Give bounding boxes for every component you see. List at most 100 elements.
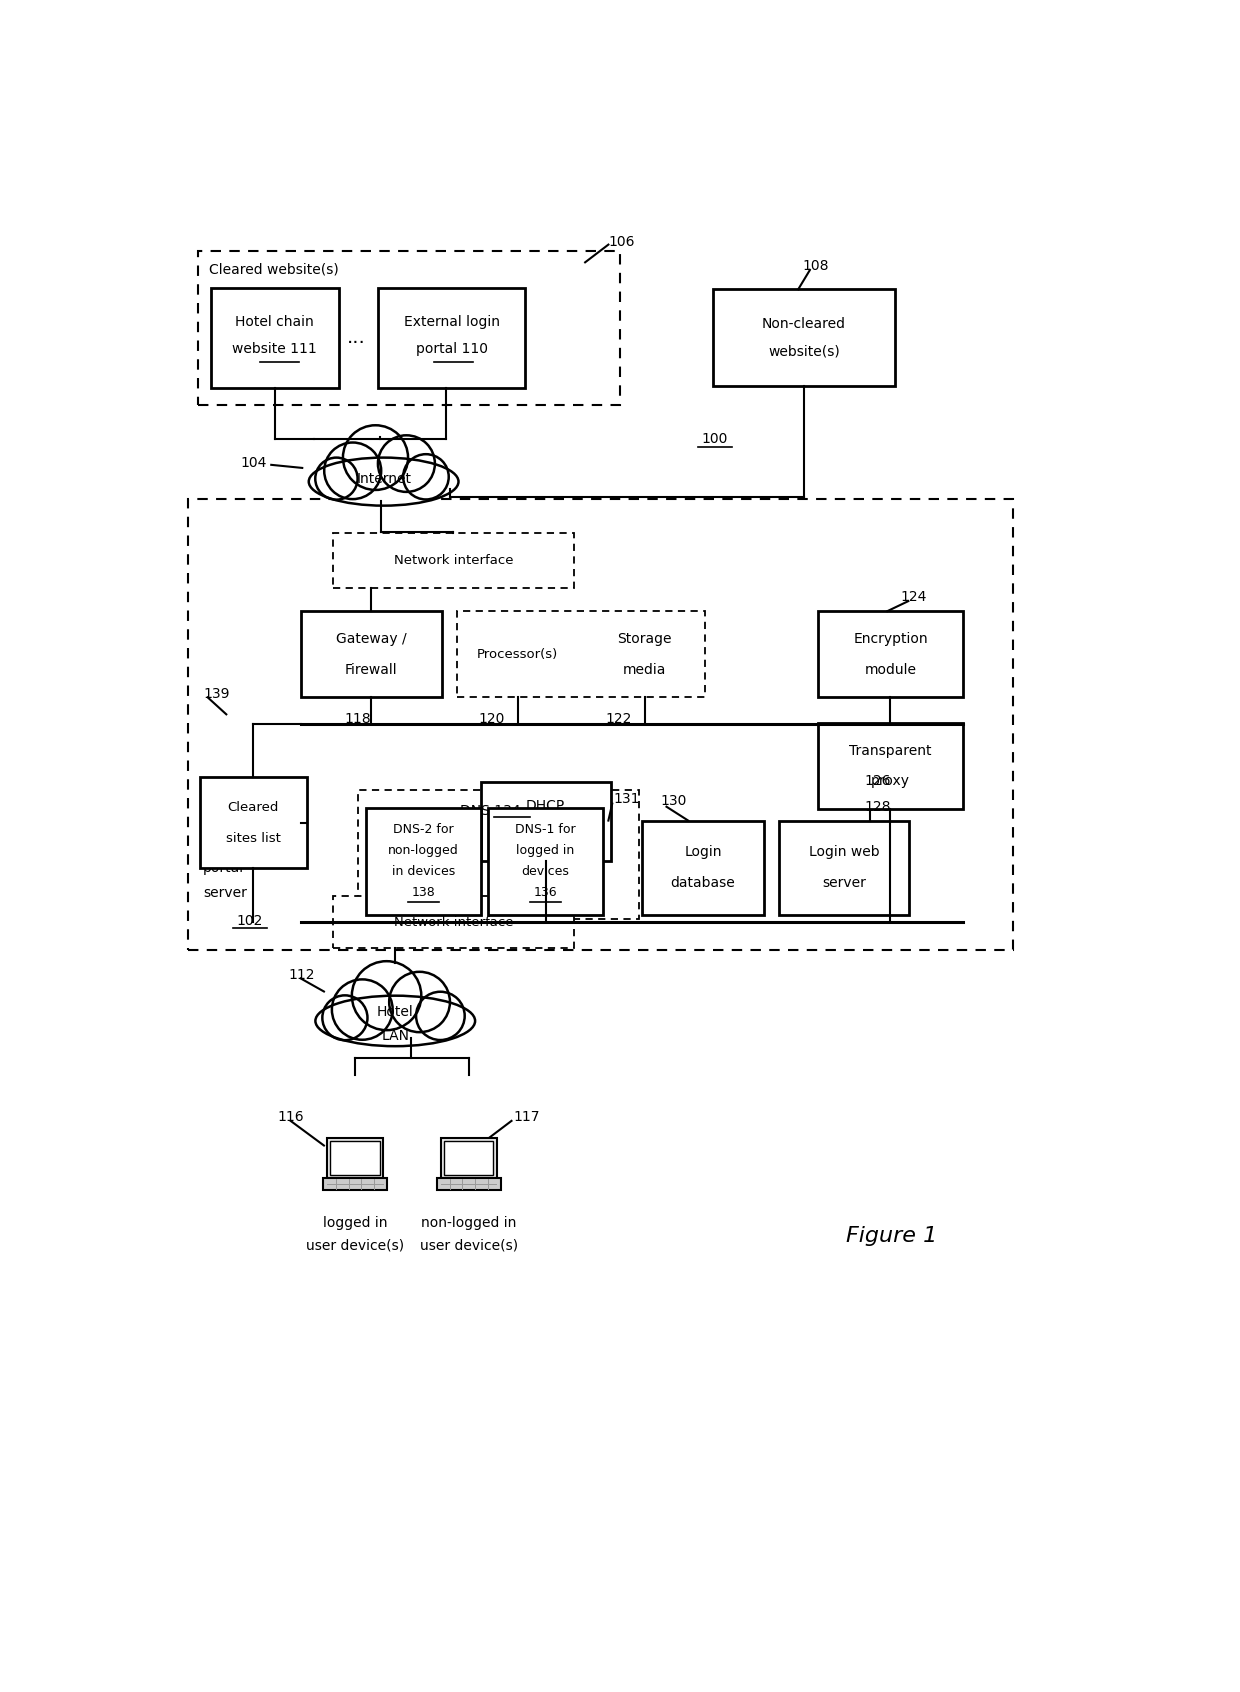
Text: DHCP: DHCP <box>526 799 565 812</box>
FancyBboxPatch shape <box>334 533 573 589</box>
Circle shape <box>378 435 435 492</box>
FancyBboxPatch shape <box>481 782 611 861</box>
Circle shape <box>352 961 422 1030</box>
Text: Cleared website(s): Cleared website(s) <box>210 262 339 276</box>
Text: Firewall: Firewall <box>345 663 398 677</box>
Ellipse shape <box>309 457 459 506</box>
FancyBboxPatch shape <box>436 1178 501 1189</box>
Circle shape <box>389 971 450 1032</box>
Text: Figure 1: Figure 1 <box>846 1227 937 1247</box>
FancyBboxPatch shape <box>187 499 1013 949</box>
Text: Captive: Captive <box>203 836 257 851</box>
Text: portal 110: portal 110 <box>415 342 487 357</box>
Text: 126: 126 <box>864 773 890 787</box>
Circle shape <box>322 995 367 1041</box>
FancyBboxPatch shape <box>489 809 603 914</box>
Text: 118: 118 <box>345 712 371 726</box>
Text: 117: 117 <box>513 1110 539 1123</box>
Text: database: database <box>671 876 735 890</box>
FancyBboxPatch shape <box>197 250 620 404</box>
Text: 124: 124 <box>900 591 928 604</box>
Text: user device(s): user device(s) <box>420 1239 518 1252</box>
Text: server: server <box>822 876 866 890</box>
Circle shape <box>315 457 357 499</box>
Circle shape <box>403 453 449 499</box>
Text: Transparent: Transparent <box>849 743 931 758</box>
Text: DNS-2 for: DNS-2 for <box>393 824 454 836</box>
Text: 104: 104 <box>241 455 267 469</box>
Text: server: server <box>523 829 568 844</box>
Text: Encryption: Encryption <box>853 631 928 646</box>
Text: Gateway /: Gateway / <box>336 631 407 646</box>
Text: External login: External login <box>404 315 500 330</box>
Text: Processor(s): Processor(s) <box>477 648 558 662</box>
FancyBboxPatch shape <box>817 611 963 697</box>
Text: LAN: LAN <box>381 1029 409 1044</box>
FancyBboxPatch shape <box>211 288 339 387</box>
Text: devices: devices <box>522 865 569 878</box>
FancyBboxPatch shape <box>458 611 706 697</box>
Text: logged in: logged in <box>322 1215 387 1230</box>
FancyBboxPatch shape <box>358 790 639 919</box>
Circle shape <box>417 992 465 1041</box>
FancyBboxPatch shape <box>713 289 895 386</box>
FancyBboxPatch shape <box>327 1139 383 1178</box>
Text: proxy: proxy <box>870 775 910 788</box>
Text: Storage: Storage <box>618 631 672 646</box>
Circle shape <box>324 443 381 499</box>
Text: Hotel: Hotel <box>377 1005 414 1019</box>
Text: portal: portal <box>203 861 244 875</box>
Text: Login: Login <box>684 844 722 860</box>
Text: 131: 131 <box>614 792 640 805</box>
FancyBboxPatch shape <box>441 1139 497 1178</box>
Text: Network interface: Network interface <box>393 553 513 567</box>
FancyBboxPatch shape <box>642 821 764 914</box>
Text: DNS-1 for: DNS-1 for <box>516 824 575 836</box>
Text: website(s): website(s) <box>769 343 839 359</box>
Text: 138: 138 <box>412 887 435 900</box>
Text: Hotel chain: Hotel chain <box>236 315 314 330</box>
Text: server: server <box>203 887 247 900</box>
Text: 130: 130 <box>660 794 687 809</box>
FancyBboxPatch shape <box>334 897 573 949</box>
Text: logged in: logged in <box>517 844 574 858</box>
FancyBboxPatch shape <box>300 611 441 697</box>
Text: 120: 120 <box>479 712 506 726</box>
Text: 102: 102 <box>237 914 263 927</box>
Text: website 111: website 111 <box>232 342 317 357</box>
FancyBboxPatch shape <box>366 809 481 914</box>
Text: 136: 136 <box>533 887 558 900</box>
Text: 116: 116 <box>278 1110 304 1123</box>
Text: non-logged: non-logged <box>388 844 459 858</box>
Text: 100: 100 <box>702 433 728 447</box>
Text: sites list: sites list <box>226 832 281 844</box>
Ellipse shape <box>315 995 475 1046</box>
Circle shape <box>332 980 393 1041</box>
Text: user device(s): user device(s) <box>306 1239 404 1252</box>
FancyBboxPatch shape <box>378 288 526 387</box>
FancyBboxPatch shape <box>817 722 963 809</box>
Text: 128: 128 <box>864 800 890 814</box>
Text: media: media <box>624 663 666 677</box>
FancyBboxPatch shape <box>330 1142 379 1174</box>
Circle shape <box>343 425 408 491</box>
Text: in devices: in devices <box>392 865 455 878</box>
Text: 108: 108 <box>802 259 828 272</box>
Text: Non-cleared: Non-cleared <box>763 316 846 330</box>
Text: DNS 134: DNS 134 <box>460 804 521 817</box>
Text: Cleared: Cleared <box>228 800 279 814</box>
FancyBboxPatch shape <box>779 821 909 914</box>
Text: Login web: Login web <box>808 844 879 860</box>
Text: 122: 122 <box>605 712 631 726</box>
FancyBboxPatch shape <box>322 1178 387 1189</box>
Text: Network interface: Network interface <box>393 915 513 929</box>
Text: 106: 106 <box>609 235 635 249</box>
Text: 112: 112 <box>288 968 315 981</box>
Text: 139: 139 <box>203 687 229 700</box>
FancyBboxPatch shape <box>444 1142 494 1174</box>
Text: non-logged in: non-logged in <box>422 1215 517 1230</box>
Text: Internet: Internet <box>356 472 412 487</box>
FancyBboxPatch shape <box>200 777 306 868</box>
Text: ...: ... <box>347 328 366 347</box>
Text: module: module <box>864 663 916 677</box>
